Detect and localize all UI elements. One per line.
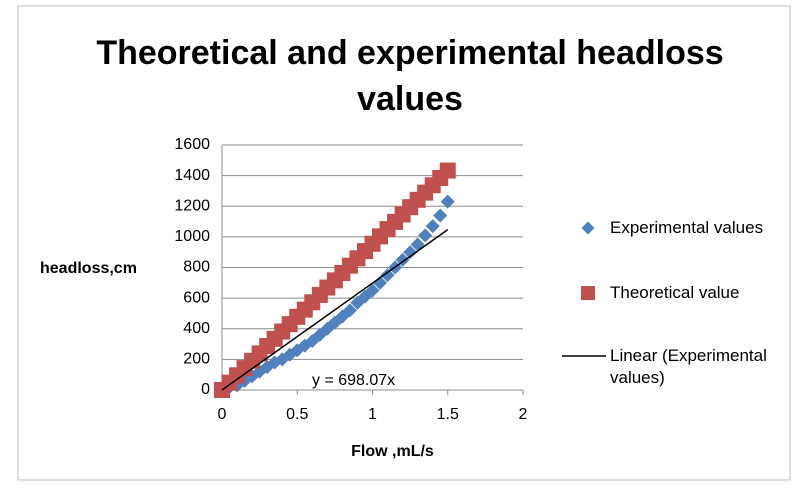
data-point [380, 268, 395, 283]
x-tick-label: 0 [218, 406, 227, 423]
y-tick-label: 1400 [174, 167, 210, 184]
data-point [440, 194, 455, 209]
chart-title: Theoretical and experimental headloss va… [96, 34, 724, 118]
y-axis-label: headloss,cm [40, 260, 137, 277]
legend-symbol [581, 221, 595, 235]
y-tick-label: 0 [201, 381, 210, 398]
data-point [418, 228, 433, 243]
x-axis-label: Flow ,mL/s [351, 443, 434, 460]
y-tick-label: 600 [183, 289, 210, 306]
legend-label: Theoretical value [610, 283, 740, 302]
data-point [433, 208, 448, 223]
data-point [425, 219, 440, 234]
legend-label: Linear (Experimental values) [610, 346, 767, 387]
x-tick-label: 2 [519, 406, 528, 423]
data-point [403, 245, 418, 260]
x-tick-label: 1.5 [437, 406, 459, 423]
y-tick-label: 1200 [174, 197, 210, 214]
trendline [221, 229, 449, 391]
y-tick-label: 200 [183, 351, 210, 368]
trendline-equation: y = 698.07x [312, 372, 395, 389]
legend-symbol [581, 286, 595, 300]
chart-border [17, 5, 791, 481]
data-point [439, 162, 456, 179]
legend-label: Experimental values [610, 218, 764, 237]
x-tick-label: 0.5 [286, 406, 308, 423]
x-tick-label: 1 [368, 406, 377, 423]
y-tick-label: 400 [183, 320, 210, 337]
y-tick-label: 1000 [174, 228, 210, 245]
y-tick-label: 1600 [174, 136, 210, 153]
y-tick-label: 800 [183, 259, 210, 276]
data-point [373, 275, 388, 290]
data-point [342, 303, 357, 318]
data-point [365, 283, 380, 298]
